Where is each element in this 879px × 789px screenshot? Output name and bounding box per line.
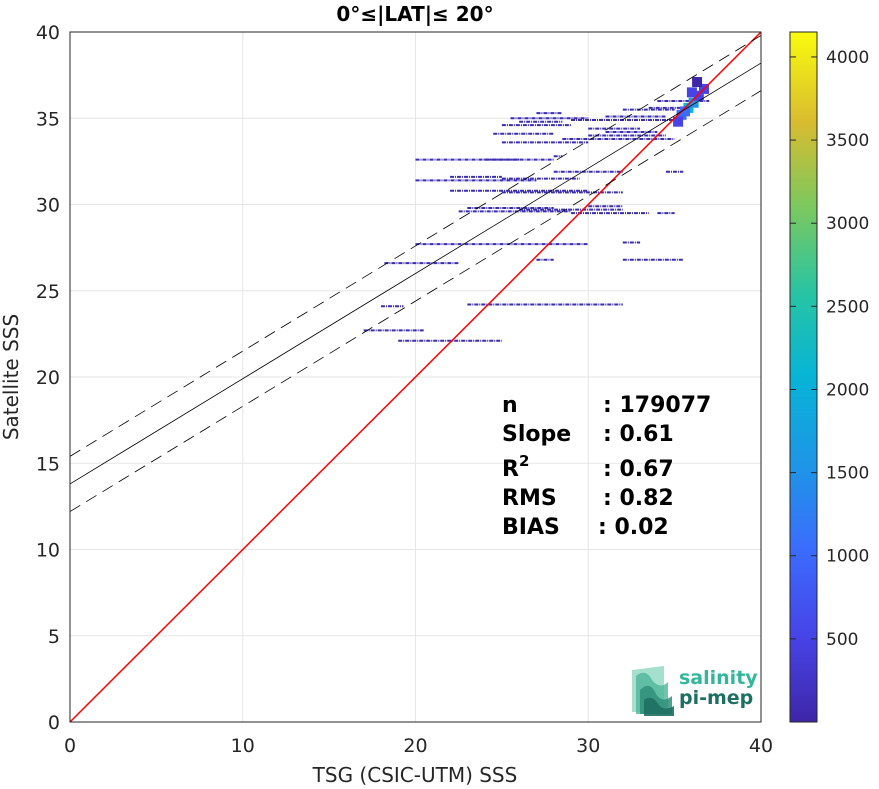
y-tick-label-3: 15 [36,453,60,475]
colorbar-tick-label-7: 4000 [826,48,869,68]
x-tick-label-2: 20 [403,735,427,757]
colorbar [789,31,818,723]
stat-n-value: : 179077 [603,393,711,418]
y-tick-label-2: 10 [36,540,60,562]
logo-line1: salinity [679,667,758,689]
stat-rms-value: : 0.82 [603,486,674,511]
x-tick-label-0: 0 [64,735,76,757]
logo-waves-icon [632,666,674,716]
regression-upper-line-2 [69,35,762,457]
salinity-pi-mep-logo: salinity pi-mep [632,666,758,716]
y-tick-label-4: 20 [36,367,60,389]
density-cell-2 [688,97,699,108]
density-cell-8 [692,77,703,88]
colorbar-tick-label-0: 500 [826,630,858,650]
colorbar-tick-label-1: 1000 [826,547,869,567]
x-tick-label-3: 30 [576,735,600,757]
y-tick-label-1: 5 [48,626,60,648]
y-tick-labels: 0 5 10 15 20 25 30 35 40 [36,22,60,734]
density-cell-6 [673,116,684,127]
stat-bias-label: BIAS [502,515,560,540]
colorbar-tick-label-5: 3000 [826,214,869,234]
colorbar-tick-label-4: 2500 [826,297,869,317]
x-axis-label: TSG (CSIC-UTM) SSS [312,763,518,787]
y-tick-label-6: 30 [36,195,60,217]
regression-lower-line-3 [69,90,762,512]
stat-bias-value: : 0.02 [598,515,669,540]
x-tick-label-1: 10 [231,735,255,757]
logo-line2: pi-mep [679,687,753,709]
x-tick-label-4: 40 [749,735,773,757]
plot-frame [69,31,762,723]
y-tick-label-8: 40 [36,22,60,44]
colorbar-tick-label-3: 2000 [826,380,869,400]
density-cell-7 [686,87,697,98]
stat-r2-value: : 0.67 [603,457,674,482]
colorbar-tick-labels: 500 1000 1500 2000 2500 3000 3500 4000 [790,48,869,650]
stats-block: n : 179077 Slope : 0.61 R2 : 0.67 RMS : … [502,393,711,540]
stat-n-label: n [502,393,518,418]
density-cell-3 [679,106,690,117]
density-cell-4 [693,90,704,101]
y-tick-label-5: 25 [36,281,60,303]
y-tick-label-0: 0 [48,712,60,734]
colorbar-tick-label-2: 1500 [826,464,869,484]
colorbar-tick-label-6: 3500 [826,131,869,151]
reference-lines [69,31,762,723]
stat-slope-value: : 0.61 [603,422,674,447]
regression-line-1 [69,62,762,485]
stat-r2-label: R2 [502,452,529,482]
x-tick-labels: 0 10 20 30 40 [64,735,773,757]
y-tick-label-7: 35 [36,108,60,130]
one-to-one-line-0 [69,31,762,723]
stat-rms-label: RMS [502,486,557,511]
chart-title: 0°≤|LAT|≤ 20° [336,2,493,26]
y-axis-label: Satellite SSS [0,314,23,440]
stat-slope-label: Slope [502,422,571,447]
